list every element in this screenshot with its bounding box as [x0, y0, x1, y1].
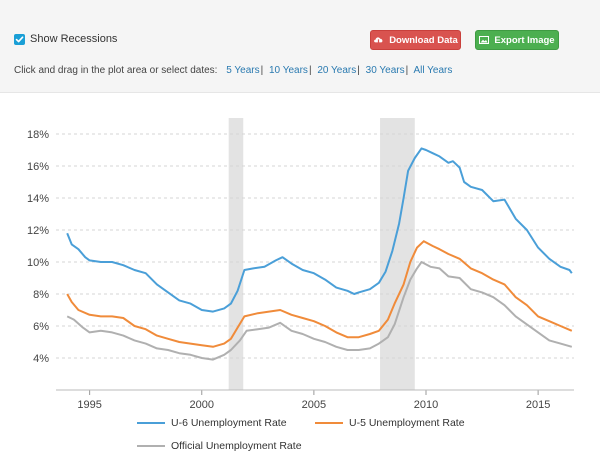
- legend-swatch: [137, 422, 165, 424]
- y-tick-label: 6%: [33, 321, 49, 333]
- show-recessions-toggle[interactable]: Show Recessions: [14, 33, 117, 45]
- chart-toolbar: Show Recessions Download Data Export Ima…: [0, 0, 600, 93]
- download-data-button[interactable]: Download Data: [370, 30, 461, 50]
- y-tick-label: 12%: [27, 225, 49, 237]
- legend-label-official: Official Unemployment Rate: [171, 440, 302, 452]
- legend-item-u6[interactable]: U-6 Unemployment Rate: [137, 417, 287, 429]
- x-tick-label: 2005: [302, 399, 326, 410]
- recession-band: [228, 118, 244, 390]
- recession-band: [380, 118, 415, 390]
- legend-swatch: [137, 445, 165, 447]
- range-separator: |: [357, 65, 360, 76]
- y-tick-label: 10%: [27, 257, 49, 269]
- range-separator: |: [308, 65, 312, 76]
- x-tick-label: 2000: [190, 399, 214, 410]
- y-axis-ticks: 4% 6% 8% 10% 12% 14% 16% 18%: [27, 129, 49, 365]
- range-separator: |: [260, 65, 264, 76]
- legend-swatch: [315, 422, 343, 424]
- y-tick-label: 18%: [27, 129, 49, 141]
- range-5-years-link[interactable]: 5 Years: [226, 65, 260, 76]
- legend-item-u5[interactable]: U-5 Unemployment Rate: [315, 417, 465, 429]
- legend-label-u5: U-5 Unemployment Rate: [349, 417, 465, 429]
- image-icon: [479, 36, 490, 44]
- y-tick-label: 4%: [33, 353, 49, 365]
- x-tick-label: 1995: [77, 399, 101, 410]
- show-recessions-label: Show Recessions: [30, 33, 118, 45]
- date-range-row: Click and drag in the plot area or selec…: [14, 65, 452, 76]
- checkmark-icon[interactable]: [14, 33, 25, 45]
- download-data-label: Download Data: [389, 34, 458, 46]
- range-separator: |: [405, 65, 409, 76]
- series-line-u5[interactable]: [66, 240, 573, 348]
- legend-item-official[interactable]: Official Unemployment Rate: [137, 440, 302, 452]
- cloud-download-icon: [373, 36, 384, 45]
- legend-label-u6: U-6 Unemployment Rate: [171, 417, 287, 429]
- x-axis-ticks: 1995 2000 2005 2010 2015: [56, 389, 574, 410]
- date-range-prompt: Click and drag in the plot area or selec…: [14, 65, 218, 76]
- grid-lines: [56, 133, 574, 359]
- recession-bands: [228, 118, 415, 390]
- series-line-u6[interactable]: [66, 147, 573, 313]
- range-10-years-link[interactable]: 10 Years: [269, 65, 308, 76]
- y-tick-label: 8%: [33, 289, 49, 301]
- series-line-official[interactable]: [66, 261, 573, 361]
- unemployment-line-chart[interactable]: 4% 6% 8% 10% 12% 14% 16% 18% 1995 2000 2005 2010 20…: [0, 100, 600, 410]
- x-tick-label: 2015: [526, 399, 550, 410]
- range-30-years-link[interactable]: 30 Years: [365, 65, 405, 76]
- export-image-button[interactable]: Export Image: [475, 30, 559, 50]
- range-all-years-link[interactable]: All Years: [413, 65, 453, 76]
- series-lines[interactable]: [66, 147, 573, 361]
- y-tick-label: 14%: [27, 193, 49, 205]
- x-tick-label: 2010: [414, 399, 438, 410]
- range-20-years-link[interactable]: 20 Years: [317, 65, 357, 76]
- y-tick-label: 16%: [27, 161, 49, 173]
- export-image-label: Export Image: [494, 34, 555, 46]
